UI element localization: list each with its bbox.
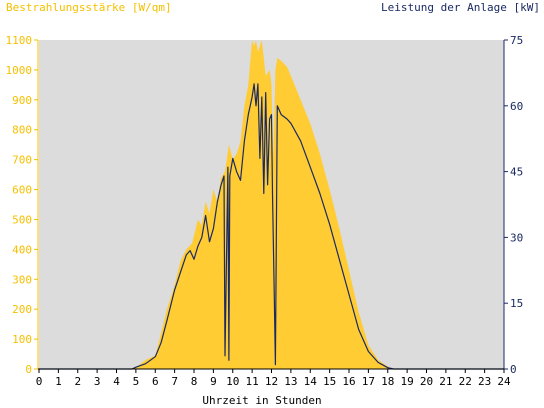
y-left-tick-label: 700 [12, 154, 32, 167]
x-tick-label: 20 [420, 375, 433, 388]
x-tick-label: 0 [36, 375, 43, 388]
y-left-tick-label: 500 [12, 213, 32, 226]
x-tick-label: 19 [401, 375, 414, 388]
x-axis-title: Uhrzeit in Stunden [202, 394, 321, 407]
y-left-tick-label: 300 [12, 273, 32, 286]
y-left-tick-label: 200 [12, 303, 32, 316]
x-tick-label: 3 [94, 375, 101, 388]
x-tick-label: 6 [152, 375, 159, 388]
y-left-tick-label: 1000 [6, 64, 33, 77]
left-axis-title: Bestrahlungsstärke [W/qm] [6, 1, 172, 14]
x-tick-label: 1 [55, 375, 62, 388]
y-right-tick-label: 0 [510, 363, 517, 376]
y-right-tick-label: 45 [510, 166, 523, 179]
x-tick-label: 15 [323, 375, 336, 388]
y-left-tick-label: 900 [12, 94, 32, 107]
x-tick-label: 8 [191, 375, 198, 388]
x-tick-label: 7 [171, 375, 178, 388]
x-tick-label: 21 [439, 375, 452, 388]
x-tick-label: 14 [304, 375, 318, 388]
y-right-tick-label: 15 [510, 297, 523, 310]
x-tick-label: 11 [246, 375, 259, 388]
power-line [39, 83, 504, 370]
x-tick-label: 2 [74, 375, 81, 388]
x-tick-label: 22 [459, 375, 472, 388]
y-left-tick-label: 0 [25, 363, 32, 376]
irradiance-area [39, 40, 504, 369]
y-left-tick-label: 600 [12, 184, 32, 197]
x-tick-label: 23 [478, 375, 491, 388]
y-right-tick-label: 60 [510, 100, 523, 113]
x-tick-label: 24 [497, 375, 511, 388]
x-tick-label: 17 [362, 375, 375, 388]
x-tick-label: 4 [113, 375, 120, 388]
x-tick-label: 10 [226, 375, 239, 388]
y-right-tick-label: 75 [510, 34, 523, 47]
y-left-tick-label: 1100 [6, 34, 33, 47]
y-right-tick-label: 30 [510, 231, 523, 244]
x-tick-label: 12 [265, 375, 278, 388]
y-left-tick-label: 100 [12, 333, 32, 346]
x-tick-label: 16 [342, 375, 355, 388]
x-tick-label: 9 [210, 375, 217, 388]
x-tick-label: 5 [133, 375, 140, 388]
x-tick-label: 18 [381, 375, 394, 388]
y-left-tick-label: 800 [12, 124, 32, 137]
right-axis-title: Leistung der Anlage [kW] [381, 1, 540, 14]
x-tick-label: 13 [284, 375, 297, 388]
y-left-tick-label: 400 [12, 243, 32, 256]
